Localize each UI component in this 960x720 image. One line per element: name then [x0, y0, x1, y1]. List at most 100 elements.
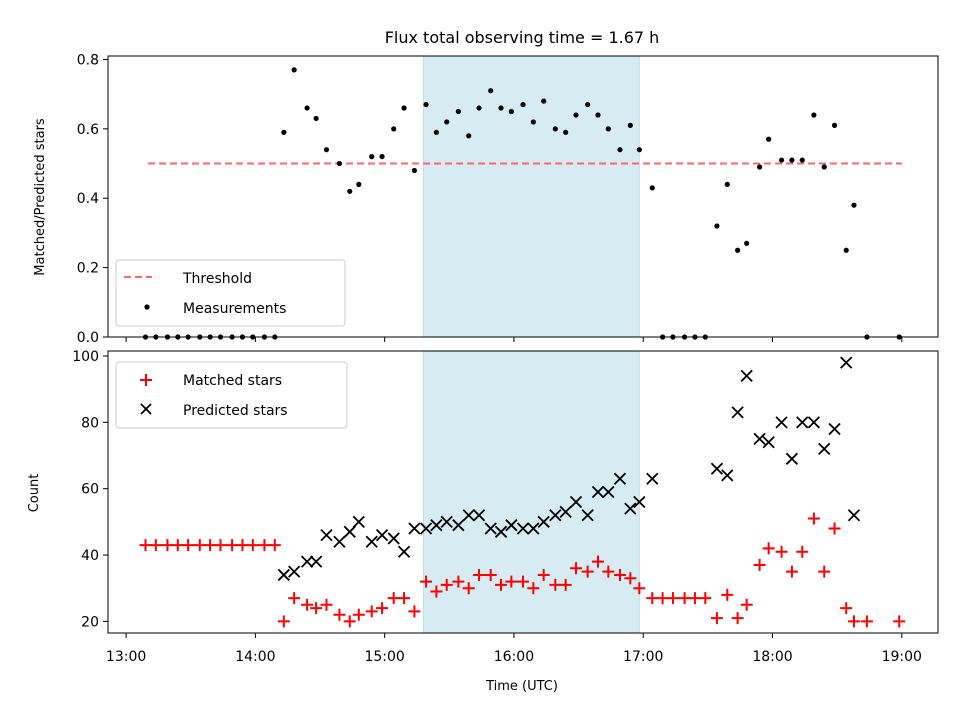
observing-window-shade-bottom [422, 350, 640, 634]
matched-stars-point [398, 592, 411, 605]
predicted-stars-point [484, 522, 497, 535]
measurements-point [508, 108, 514, 115]
x-tick-label: 13:00 [106, 649, 146, 665]
predicted-stars-point [516, 522, 530, 535]
x-tick-label: 16:00 [494, 649, 534, 665]
matched-stars-point [268, 539, 281, 552]
measurements-point [369, 154, 375, 160]
measurements-point [552, 126, 558, 132]
count-y-tick-label: 80 [81, 415, 99, 431]
measurements-point [585, 101, 591, 108]
measurements-point [466, 133, 472, 139]
matched-stars-point [847, 615, 860, 628]
measurements-point [735, 247, 741, 253]
matched-stars-point [624, 572, 637, 585]
matched-stars-point [559, 578, 572, 591]
matched-stars-point [182, 539, 195, 552]
matched-stars-point [807, 512, 820, 525]
matched-stars-point [753, 558, 766, 571]
matched-stars-point [484, 568, 497, 581]
count-panel: 20 40 60 80 100 13:00 14:00 15:00 16:00 17:00 18:… [27, 349, 939, 694]
matched-stars-point [236, 539, 249, 552]
predicted-stars-point [387, 532, 400, 545]
predicted-stars-point [721, 469, 734, 482]
x-axis-label: Time (UTC) [485, 679, 558, 694]
predicted-stars-point [646, 472, 659, 485]
ratio-panel-frame [107, 55, 939, 338]
predicted-stars-point [365, 535, 378, 548]
matched-stars-point [775, 545, 788, 558]
predicted-stars-point [818, 442, 831, 456]
matched-stars-point [343, 615, 356, 628]
measurements-point [444, 119, 450, 125]
measurements-point [379, 154, 385, 160]
measurements-point [756, 164, 763, 170]
count-legend: Matched stars Predicted stars [115, 361, 348, 429]
ratio-x-ticks [125, 337, 903, 342]
matched-stars-point [352, 608, 365, 621]
matched-stars-point [320, 598, 333, 611]
predicted-stars-point [559, 505, 572, 519]
measurements-point [851, 202, 857, 208]
measurements-point [831, 122, 838, 128]
predicted-stars-point [591, 485, 605, 499]
measurements-point [843, 247, 849, 253]
matched-stars-point [139, 539, 152, 552]
matched-stars-point [688, 592, 701, 605]
x-tick-label: 18:00 [752, 649, 792, 665]
matched-stars-point [376, 602, 389, 615]
matched-stars-point [818, 565, 831, 578]
measurements-point [356, 181, 362, 187]
count-x-axis: 13:00 14:00 15:00 16:00 17:00 18:00 19:00 [106, 633, 922, 665]
matched-stars-point [762, 542, 775, 555]
matched-stars-point [171, 539, 184, 552]
matched-stars-point [193, 539, 206, 552]
matched-stars-point [258, 539, 271, 552]
predicted-stars-point [549, 509, 562, 522]
measurements-point [595, 112, 601, 118]
matched-stars-point [721, 588, 734, 601]
predicted-stars-point [320, 528, 333, 542]
matched-stars-point [505, 575, 518, 588]
predicted-stars-point [807, 416, 821, 429]
predicted-stars-point [472, 509, 486, 522]
measurements-point [313, 115, 319, 122]
matched-stars-point [549, 578, 562, 591]
measurements-point [401, 105, 407, 111]
matched-stars-point [860, 615, 873, 628]
predicted-stars-point [731, 406, 744, 419]
count-y-axis: 20 40 60 80 100 [72, 349, 108, 630]
matched-stars-point [452, 575, 465, 588]
predicted-stars-point [352, 515, 365, 528]
measurements-point [488, 88, 494, 94]
predicted-stars-point [462, 509, 475, 522]
measurements-point [563, 129, 569, 135]
measurements-point [744, 240, 750, 246]
matched-stars-point [440, 578, 453, 591]
matched-stars-point [699, 592, 712, 605]
measurements-point [811, 112, 817, 118]
matched-stars-point [591, 555, 604, 568]
predicted-stars-point [430, 519, 443, 532]
measurements-point [778, 157, 785, 163]
matched-stars-point [710, 612, 723, 625]
measurements-point [347, 188, 353, 194]
predicted-stars-point [419, 522, 433, 535]
predicted-stars-point [775, 416, 788, 429]
matched-stars-point [602, 565, 615, 578]
count-legend-box [115, 361, 348, 429]
predicted-stars-point [277, 568, 290, 582]
measurements-point [541, 98, 547, 104]
measurements-legend-swatch [144, 304, 150, 310]
matched-stars-point [613, 568, 626, 581]
count-panel-frame [107, 350, 939, 634]
count-plot-area [139, 356, 906, 628]
matched-stars-point [785, 565, 798, 578]
chart-title: Flux total observing time = 1.67 h [385, 28, 660, 47]
matched-stars-point [527, 582, 540, 595]
x-tick-label: 17:00 [623, 649, 663, 665]
predicted-stars-point [633, 495, 646, 509]
matched-stars-point [420, 575, 433, 588]
matched-stars-point [656, 592, 669, 605]
x-tick-label: 15:00 [364, 649, 404, 665]
